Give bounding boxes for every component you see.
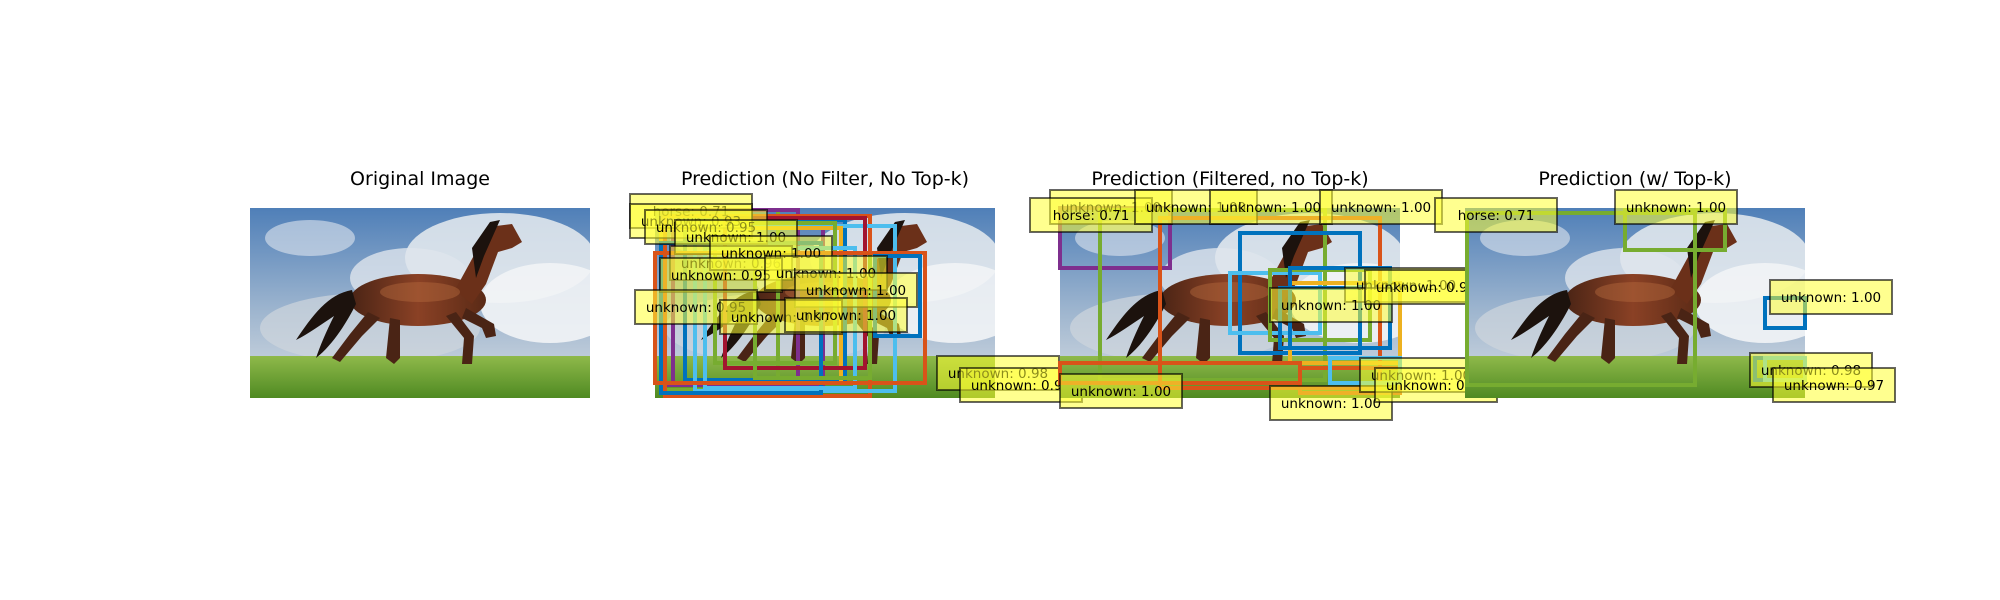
label-background [1769, 279, 1893, 315]
detection-label-text: unknown: 1.00 [796, 308, 896, 324]
detection-label-text: unknown: 0.97 [1784, 378, 1884, 394]
panel-2: Prediction (No Filter, No Top-k) horse: 0… [629, 168, 1083, 403]
detection-label-text: unknown: 0.95 [671, 268, 771, 284]
figure-panels: Original Image Prediction (No Filter, No … [250, 168, 1896, 421]
detection-label: horse: 0.71 [1029, 197, 1153, 233]
detection-label-text: unknown: 1.00 [1626, 200, 1726, 216]
panel-4: Prediction (w/ Top-k) horse: 0.71 unknown:… [1434, 168, 1896, 403]
detection-label-text: unknown: 1.00 [1221, 200, 1321, 216]
panel-1: Original Image [250, 168, 590, 398]
panel-3: Prediction (Filtered, no Top-k)unknown: … [1029, 168, 1498, 421]
detection-labels: horse: 0.71 unknown: 1.00 unknown: 1.00 unk… [1434, 189, 1896, 403]
detection-label-text: horse: 0.71 [1053, 208, 1130, 224]
label-background [1059, 373, 1183, 409]
detection-label: unknown: 1.00 [784, 297, 908, 333]
detection-label: unknown: 0.97 [1772, 367, 1896, 403]
label-background [1614, 189, 1738, 225]
detection-label-text: unknown: 1.00 [1071, 384, 1171, 400]
detection-box [1465, 211, 1697, 387]
label-background [1434, 197, 1558, 233]
panel-title: Original Image [350, 168, 490, 190]
detection-label: unknown: 1.00 [1614, 189, 1738, 225]
label-background [1209, 189, 1333, 225]
detection-label: unknown: 1.00 [1319, 189, 1443, 225]
label-background [1772, 367, 1896, 403]
detection-label-text: unknown: 0.98 [1376, 280, 1476, 296]
panel-title: Prediction (Filtered, no Top-k) [1091, 168, 1368, 190]
detection-label-text: unknown: 1.00 [806, 283, 906, 299]
label-background [1029, 197, 1153, 233]
detection-label: unknown: 1.00 [1769, 279, 1893, 315]
panel-title: Prediction (w/ Top-k) [1538, 168, 1731, 190]
detection-label-text: unknown: 0.97 [1386, 378, 1486, 394]
detection-label: unknown: 1.00 [1059, 373, 1183, 409]
detection-label-text: unknown: 1.00 [1281, 396, 1381, 412]
detection-labels: unknown: 1.00 horse: 0.71 unknown: 1.00 unk… [1029, 189, 1498, 421]
detection-label-text: unknown: 1.00 [1781, 290, 1881, 306]
horse-photo [250, 208, 590, 398]
detection-label: unknown: 1.00 [1209, 189, 1333, 225]
panel-title: Prediction (No Filter, No Top-k) [681, 168, 969, 190]
detection-label: horse: 0.71 [1434, 197, 1558, 233]
label-background [784, 297, 908, 333]
detection-label: unknown: 0.95 [659, 257, 783, 293]
detection-label-text: horse: 0.71 [1458, 208, 1535, 224]
detection-label-text: unknown: 1.00 [1331, 200, 1431, 216]
detection-label-text: unknown: 0.97 [971, 378, 1071, 394]
detection-label-text: unknown: 1.00 [1281, 298, 1381, 314]
